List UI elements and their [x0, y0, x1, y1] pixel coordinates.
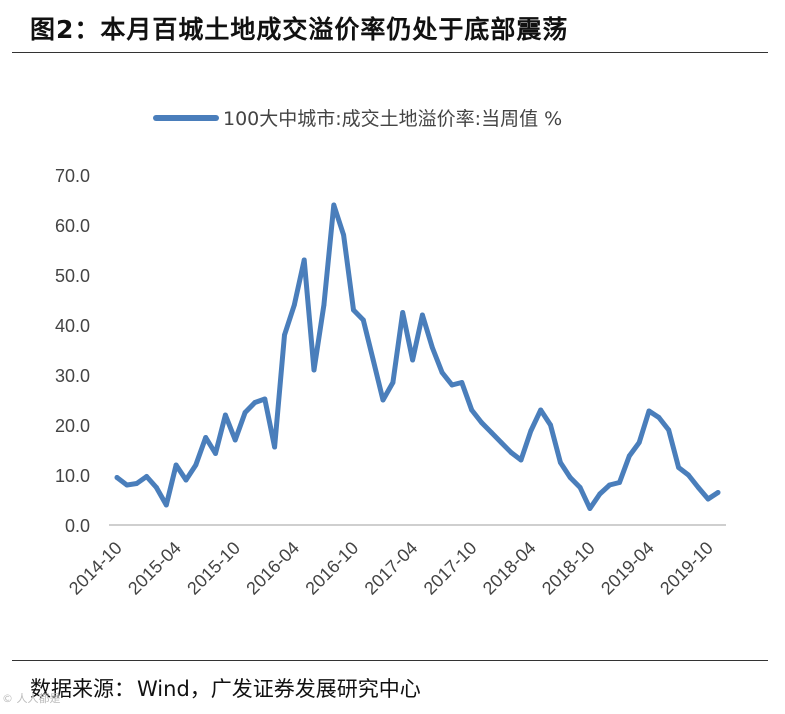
series-line [114, 202, 721, 511]
data-point [567, 475, 573, 480]
data-point [676, 465, 681, 470]
data-point [134, 481, 140, 486]
data-point [410, 357, 415, 363]
data-point [282, 332, 287, 338]
data-point [380, 397, 386, 403]
data-point [272, 444, 277, 450]
data-point [173, 462, 179, 468]
data-point [301, 257, 307, 263]
data-point [666, 427, 672, 433]
data-point [538, 407, 544, 413]
data-point [695, 485, 701, 490]
data-point [489, 430, 494, 435]
data-point [656, 415, 662, 420]
x-tick-label: 2014-10 [65, 538, 126, 599]
data-point [508, 450, 514, 455]
x-tick-label: 2015-10 [183, 538, 244, 599]
data-point [193, 462, 199, 468]
data-point [449, 382, 455, 388]
data-point [232, 437, 238, 443]
data-point [479, 420, 484, 425]
data-point [341, 232, 346, 238]
y-tick-label: 10.0 [55, 466, 90, 486]
series-group [114, 202, 721, 511]
watermark: © 人人都是 [2, 692, 61, 705]
data-point [262, 396, 268, 402]
data-point [429, 345, 435, 350]
x-tick-label: 2019-10 [656, 538, 717, 599]
data-point [420, 312, 425, 318]
data-point [331, 202, 337, 208]
x-tick-label: 2016-04 [242, 538, 303, 599]
data-point [183, 477, 189, 483]
y-tick-label: 30.0 [55, 366, 90, 386]
x-tick-label: 2017-04 [361, 538, 422, 599]
x-tick-label: 2018-10 [538, 538, 599, 599]
data-point [617, 480, 622, 485]
data-point [124, 482, 130, 488]
data-point [163, 502, 169, 508]
data-point [114, 475, 120, 480]
data-point [518, 457, 524, 463]
data-point [203, 435, 209, 440]
data-point [360, 317, 366, 323]
legend-label: 100大中城市:成交土地溢价率:当周值 % [223, 108, 562, 130]
figure-title: 图2：本月百城土地成交溢价率仍处于底部震荡 [30, 15, 569, 44]
data-point [252, 400, 258, 405]
data-point [577, 485, 583, 490]
data-point [587, 506, 593, 511]
x-tick-label: 2016-10 [301, 538, 362, 599]
data-point [321, 302, 327, 308]
bottom-rule [12, 660, 768, 661]
data-point [607, 482, 612, 488]
y-tick-label: 0.0 [65, 516, 90, 536]
y-tick-label: 40.0 [55, 316, 90, 336]
data-point [528, 428, 534, 434]
x-tick-label: 2019-04 [597, 538, 658, 599]
source-value: Wind，广发证券发展研究中心 [137, 677, 421, 701]
y-tick-label: 60.0 [55, 216, 90, 236]
data-point [311, 367, 317, 373]
data-point [439, 370, 445, 375]
data-point [390, 380, 396, 385]
data-point [213, 451, 218, 456]
data-point [626, 453, 632, 459]
y-tick-label: 20.0 [55, 416, 90, 436]
data-point [705, 496, 711, 502]
data-point [154, 485, 159, 490]
data-point [351, 307, 356, 313]
data-point [459, 380, 465, 385]
y-tick-label: 50.0 [55, 266, 90, 286]
data-point [291, 302, 297, 308]
data-point [400, 310, 406, 315]
x-tick-label: 2017-10 [420, 538, 481, 599]
data-point [715, 490, 721, 495]
chart-legend: 100大中城市:成交土地溢价率:当周值 % [153, 108, 562, 130]
data-point [242, 410, 248, 415]
top-rule [12, 52, 768, 53]
data-point [223, 412, 228, 418]
data-point [558, 460, 563, 465]
x-tick-label: 2018-04 [479, 538, 540, 599]
source-label: 数据来源： [30, 677, 135, 701]
x-axis: 2014-102015-042015-102016-042016-102017-… [65, 524, 726, 599]
data-point [636, 440, 642, 445]
source-note: 数据来源：Wind，广发证券发展研究中心 [30, 673, 421, 703]
data-point [597, 491, 603, 497]
data-point [646, 408, 652, 414]
data-point [498, 440, 504, 445]
x-tick-label: 2015-04 [124, 538, 185, 599]
data-point [686, 472, 691, 478]
y-tick-label: 70.0 [55, 166, 90, 186]
y-axis: 0.0 10.0 20.0 30.0 40.0 50.0 60.0 70.0 [55, 166, 90, 536]
data-point [548, 422, 553, 428]
data-point [144, 474, 150, 479]
data-point [469, 407, 475, 413]
data-point [370, 357, 376, 363]
